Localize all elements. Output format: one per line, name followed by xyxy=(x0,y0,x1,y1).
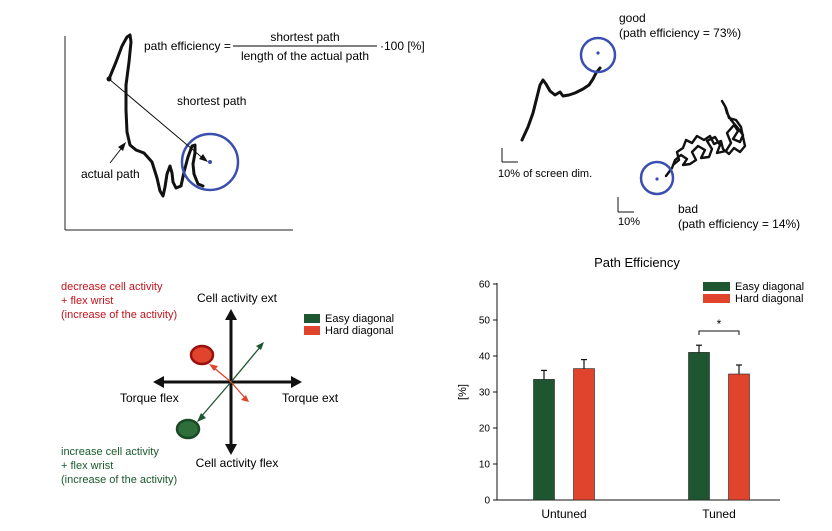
bar xyxy=(533,379,555,501)
legend-label: Easy diagonal xyxy=(735,281,804,293)
target-circle xyxy=(180,132,240,192)
significance-star: * xyxy=(717,317,722,331)
easy-diagonal-up xyxy=(230,345,262,383)
bar xyxy=(573,368,595,501)
legend-swatch xyxy=(703,294,730,303)
actual-path-label: actual path xyxy=(81,167,140,181)
axis-right-arrowhead xyxy=(291,376,302,388)
path-efficiency-chart: Path Efficiency [%] 0 10 20 30 40 50 60 Untune… xyxy=(457,255,804,521)
y-tick-label: 40 xyxy=(479,352,491,363)
bad-label: bad xyxy=(678,202,698,216)
formula-denominator: length of the actual path xyxy=(241,49,369,63)
formula-numerator: shortest path xyxy=(270,30,339,44)
axis-left-arrowhead xyxy=(153,376,164,388)
chart-y-label: [%] xyxy=(457,384,469,400)
green-cursor xyxy=(175,418,201,440)
shortest-path-arrowhead xyxy=(199,154,208,162)
hard-diagonal-up-head xyxy=(209,364,218,371)
x-category-label: Untuned xyxy=(541,507,586,521)
bad-trajectory xyxy=(664,99,747,178)
y-tick-label: 50 xyxy=(479,316,491,327)
increase-text-line1: increase cell activity xyxy=(61,446,159,458)
axis-right-label: Torque ext xyxy=(282,391,339,405)
chart-x-labels: Untuned Tuned xyxy=(541,507,735,521)
bad-target-dot xyxy=(655,177,659,181)
bar xyxy=(688,352,710,501)
good-label: good xyxy=(619,11,646,25)
hard-diagonal-down-head xyxy=(241,395,249,402)
decrease-text-line1: decrease cell activity xyxy=(61,281,163,293)
diagram-legend-hard-swatch xyxy=(304,326,320,335)
scale-bar-2-label: 10% xyxy=(618,216,640,228)
increase-text-line2: + flex wrist xyxy=(61,460,113,472)
y-tick-label: 60 xyxy=(479,280,491,291)
chart-title: Path Efficiency xyxy=(594,255,680,270)
panel-good-bad-examples: good (path efficiency = 73%) 10% of scre… xyxy=(498,11,800,231)
diagram-legend-easy-swatch xyxy=(304,314,320,323)
easy-diagonal-down-head xyxy=(197,413,206,422)
panel-mapping-diagram: decrease cell activity + flex wrist (inc… xyxy=(61,281,394,486)
easy-diagonal-up-head xyxy=(256,342,264,350)
good-trajectory xyxy=(520,66,602,142)
legend-swatch xyxy=(703,282,730,291)
increase-text-line3: (increase of the activity) xyxy=(61,474,177,486)
bar xyxy=(728,373,750,501)
axis-down-arrowhead xyxy=(225,444,237,455)
y-tick-label: 20 xyxy=(479,424,491,435)
bad-target-circle xyxy=(639,160,675,196)
scale-bar-label: 10% of screen dim. xyxy=(498,168,592,180)
red-cursor xyxy=(189,344,215,366)
hard-diagonal-up xyxy=(212,366,232,383)
shortest-path-label: shortest path xyxy=(177,94,246,108)
legend-label: Hard diagonal xyxy=(735,293,804,305)
shortest-path-arrow xyxy=(108,78,206,161)
y-tick-label: 30 xyxy=(479,388,491,399)
panel-path-efficiency-definition: path efficiency = shortest path length o… xyxy=(64,30,425,231)
actual-path-trace xyxy=(107,33,205,198)
diagram-legend-easy-label: Easy diagonal xyxy=(325,313,394,325)
y-tick-label: 10 xyxy=(479,460,491,471)
x-category-label: Tuned xyxy=(702,507,736,521)
decrease-text-line2: + flex wrist xyxy=(61,295,113,307)
axis-up-label: Cell activity ext xyxy=(197,291,278,305)
axis-down-label: Cell activity flex xyxy=(196,456,279,470)
chart-y-ticks: 0 10 20 30 40 50 60 xyxy=(479,280,497,507)
hard-diagonal-down xyxy=(230,381,246,399)
good-target-dot xyxy=(596,51,600,55)
bad-efficiency: (path efficiency = 14%) xyxy=(678,217,800,231)
axis-left-label: Torque flex xyxy=(120,391,179,405)
good-efficiency: (path efficiency = 73%) xyxy=(619,26,741,40)
easy-diagonal-down xyxy=(199,381,232,419)
formula-tail: ·100 [%] xyxy=(380,39,425,53)
chart-significance: * xyxy=(698,317,740,335)
chart-bars xyxy=(533,344,750,501)
decrease-text-line3: (increase of the activity) xyxy=(61,309,177,321)
good-target-circle xyxy=(579,36,617,74)
actual-path-pointer-head xyxy=(118,142,126,151)
y-tick-label: 0 xyxy=(484,496,490,507)
axis-up-arrowhead xyxy=(225,309,237,320)
diagram-legend-hard-label: Hard diagonal xyxy=(325,325,394,337)
formula-lhs: path efficiency = xyxy=(144,39,231,53)
significance-bracket xyxy=(698,330,740,335)
target-center-dot xyxy=(208,160,212,164)
